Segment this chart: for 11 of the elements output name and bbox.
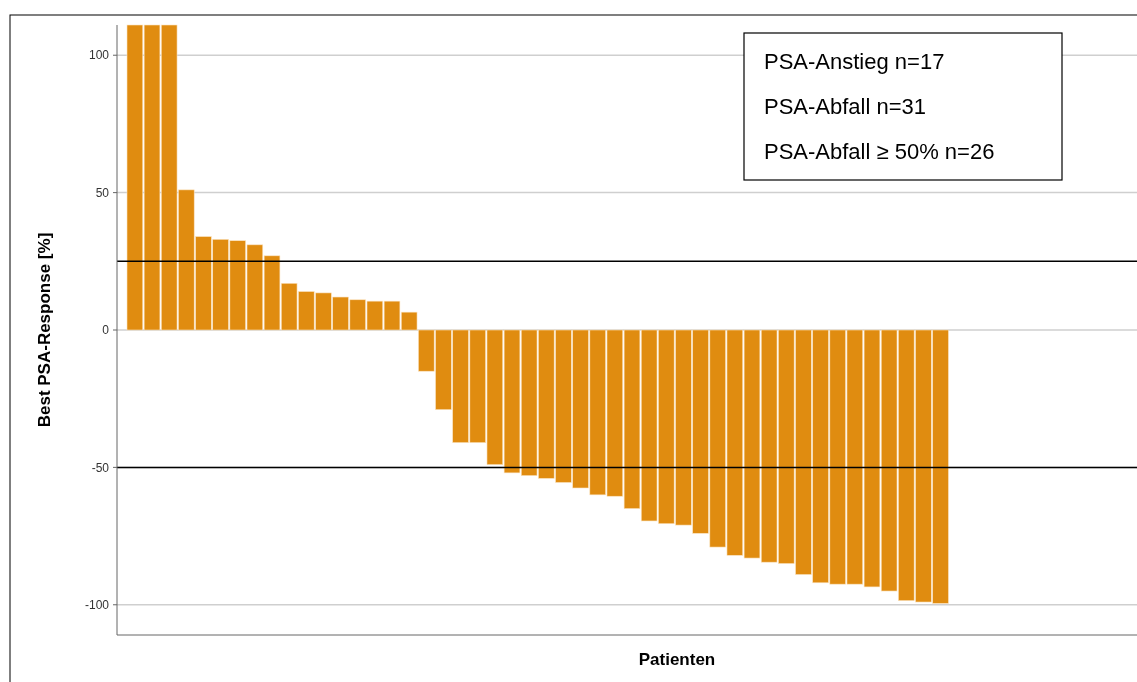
- y-tick-label: 100: [88, 48, 110, 63]
- y-axis-title: Best PSA-Response [%]: [35, 232, 54, 428]
- annotation: PSA-Abfall n=31: [764, 94, 927, 119]
- x-axis-title: Patienten: [638, 650, 716, 669]
- annotation: PSA-Abfall ≥ 50% n=26: [764, 139, 995, 164]
- y-tick-label: -100: [84, 597, 110, 612]
- y-tick-label: 50: [95, 185, 110, 200]
- y-tick-label: 0: [102, 323, 110, 338]
- y-tick-label: -50: [91, 460, 110, 475]
- text-box: PSA-Anstieg n=17 PSA-Abfall n=31 PSA-Abfall ≥ 50% n=26: [743, 32, 1063, 181]
- annotation: PSA-Anstieg n=17: [764, 49, 945, 74]
